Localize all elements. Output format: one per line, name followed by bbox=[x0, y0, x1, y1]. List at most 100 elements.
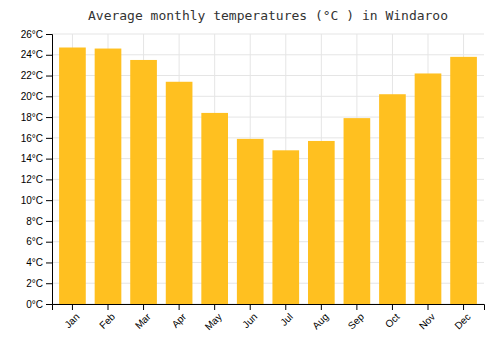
tick-label: Apr bbox=[170, 311, 189, 330]
bar bbox=[237, 139, 264, 304]
tick-label: 18°C bbox=[21, 112, 43, 123]
tick: Jul bbox=[278, 304, 295, 328]
tick-label: 14°C bbox=[21, 153, 43, 164]
axis-line bbox=[46, 35, 53, 305]
bar bbox=[415, 73, 442, 304]
tick-label: Nov bbox=[417, 311, 437, 331]
tick-label: 26°C bbox=[21, 29, 43, 40]
tick: 26°C bbox=[21, 29, 52, 40]
tick-mark bbox=[179, 304, 180, 310]
tick: Sep bbox=[346, 304, 367, 331]
tick-mark bbox=[463, 304, 464, 310]
tick-label: 24°C bbox=[21, 49, 43, 60]
tick-mark bbox=[356, 304, 357, 310]
bar bbox=[201, 113, 228, 304]
tick-label: 12°C bbox=[21, 174, 43, 185]
tick-mark bbox=[46, 283, 52, 284]
tick-mark bbox=[250, 304, 251, 310]
tick-mark bbox=[46, 34, 52, 35]
tick: 18°C bbox=[21, 112, 52, 123]
tick-mark bbox=[108, 304, 109, 310]
tick-mark bbox=[46, 200, 52, 201]
tick: Mar bbox=[133, 304, 153, 331]
tick: 8°C bbox=[26, 216, 52, 227]
tick: Aug bbox=[310, 304, 330, 331]
tick-label: 10°C bbox=[21, 195, 43, 206]
bar bbox=[130, 60, 157, 304]
title: Average monthly temperatures (°C ) in Wi… bbox=[88, 8, 448, 23]
tick-mark bbox=[72, 304, 73, 310]
bar bbox=[344, 118, 371, 304]
tick: Jun bbox=[240, 304, 259, 330]
tick: 22°C bbox=[21, 70, 52, 81]
tick-mark bbox=[143, 304, 144, 310]
tick: 12°C bbox=[21, 174, 52, 185]
tick-label: 8°C bbox=[26, 216, 43, 227]
tick-mark bbox=[46, 138, 52, 139]
tick-label: Jan bbox=[62, 311, 81, 330]
tick-label: Oct bbox=[383, 311, 402, 330]
tick-mark bbox=[46, 76, 52, 77]
tick-mark bbox=[46, 221, 52, 222]
tick-label: 0°C bbox=[26, 299, 43, 310]
tick-label: May bbox=[203, 311, 224, 332]
tick-label: 22°C bbox=[21, 70, 43, 81]
tick-mark bbox=[46, 159, 52, 160]
tick: Dec bbox=[452, 304, 472, 331]
grid-line bbox=[52, 34, 484, 35]
tick-label: Dec bbox=[452, 311, 472, 331]
tick-mark bbox=[46, 96, 52, 97]
plot: 0°C 2°C 4°C 6°C 8°C 10°C 12°C 14°C 16°C 18°C 20°C 2… bbox=[21, 29, 485, 333]
tick: 24°C bbox=[21, 49, 52, 60]
tick-mark bbox=[46, 55, 52, 56]
tick: 6°C bbox=[26, 236, 52, 247]
tick-mark bbox=[46, 304, 52, 305]
tick: Feb bbox=[97, 304, 117, 331]
x-axis: Jan Feb Mar Apr May Jun Jul Aug Sep Oct Nov Dec bbox=[53, 304, 485, 332]
tick: 14°C bbox=[21, 153, 52, 164]
tick: Nov bbox=[417, 304, 437, 331]
tick-label: Aug bbox=[310, 311, 330, 331]
tick-mark bbox=[214, 304, 215, 310]
bar bbox=[166, 82, 193, 304]
tick: 0°C bbox=[26, 299, 52, 310]
tick-label: 4°C bbox=[26, 257, 43, 268]
bar bbox=[450, 57, 477, 304]
tick: 2°C bbox=[26, 278, 52, 289]
tick-mark bbox=[321, 304, 322, 310]
bars bbox=[59, 48, 477, 305]
tick-mark bbox=[392, 304, 393, 310]
tick-mark bbox=[428, 304, 429, 310]
tick: 4°C bbox=[26, 257, 52, 268]
tick-mark bbox=[46, 117, 52, 118]
y-axis: 0°C 2°C 4°C 6°C 8°C 10°C 12°C 14°C 16°C 18°C 20°C 2… bbox=[21, 29, 53, 310]
tick: 16°C bbox=[21, 133, 52, 144]
grid bbox=[52, 34, 484, 304]
tick: Oct bbox=[383, 304, 402, 330]
tick-label: 2°C bbox=[26, 278, 43, 289]
tick: Jan bbox=[62, 304, 81, 330]
bar bbox=[308, 141, 335, 304]
bar bbox=[379, 94, 406, 304]
tick-mark bbox=[46, 179, 52, 180]
tick: Apr bbox=[170, 304, 189, 330]
bar bbox=[272, 150, 299, 304]
tick-mark bbox=[285, 304, 286, 310]
tick-label: Mar bbox=[133, 311, 153, 331]
tick-label: Feb bbox=[97, 311, 117, 331]
tick-label: 20°C bbox=[21, 91, 43, 102]
tick: May bbox=[203, 304, 224, 332]
tick-mark bbox=[46, 262, 52, 263]
chart: 0°C 2°C 4°C 6°C 8°C 10°C 12°C 14°C 16°C 18°C 20°C 2… bbox=[0, 0, 500, 350]
axis-line bbox=[53, 305, 485, 311]
tick-label: Jun bbox=[240, 311, 259, 330]
tick: 20°C bbox=[21, 91, 52, 102]
tick-label: Jul bbox=[278, 311, 295, 328]
bar bbox=[59, 48, 86, 305]
tick-label: 6°C bbox=[26, 236, 43, 247]
tick-mark bbox=[46, 242, 52, 243]
tick-label: Sep bbox=[346, 311, 367, 332]
tick: 10°C bbox=[21, 195, 52, 206]
tick-label: 16°C bbox=[21, 133, 43, 144]
bar bbox=[95, 49, 122, 304]
